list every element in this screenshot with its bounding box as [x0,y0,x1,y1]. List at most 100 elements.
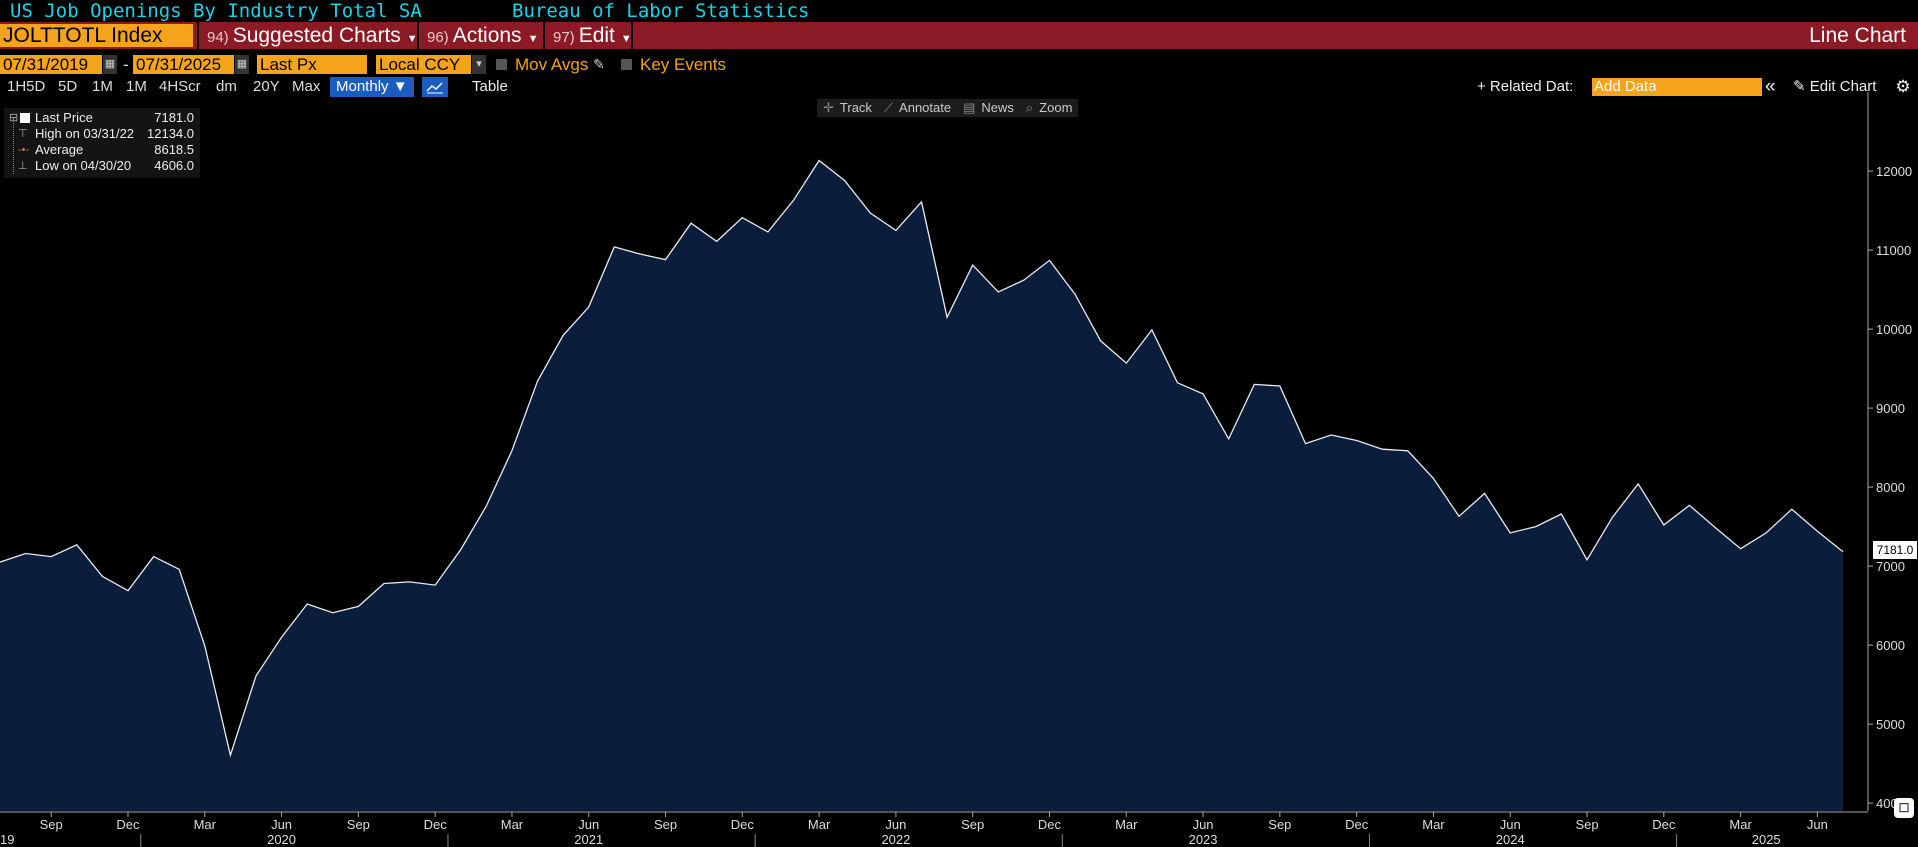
data-point [255,674,258,677]
data-point [1816,530,1819,533]
data-point [1637,482,1640,485]
data-point [638,253,641,256]
x-tick-label: Dec [424,817,448,832]
legend-name: Low on 04/30/20 [35,158,132,173]
related-data-button[interactable]: + Related Dat: [1477,78,1574,95]
add-data-input[interactable]: Add Data [1592,78,1762,96]
data-point [1509,531,1512,534]
menu-label: Suggested Charts [232,24,401,47]
legend-tree-line [13,118,15,174]
y-tick-label: 9000 [1876,401,1905,416]
y-tick-label: 8000 [1876,480,1905,495]
data-point [434,584,437,587]
x-tick-label: Mar [808,817,831,832]
edit-chart-button[interactable]: ✎ Edit Chart [1793,78,1877,95]
mov-avgs-label[interactable]: Mov Avgs [515,55,589,74]
legend-row[interactable]: ⊟ Last Price 7181.0 [4,110,200,126]
y-tick-label: 11000 [1876,243,1911,258]
legend-name: Average [35,142,84,157]
actions-menu[interactable]: 96) Actions ▼ [417,22,541,49]
security-title: US Job Openings By Industry Total SA [10,0,422,22]
period-button[interactable]: 20Y [253,78,280,95]
annotate-tool[interactable]: ⟋ Annotate [878,99,957,117]
x-tick-label: Sep [654,817,677,832]
data-point [1790,508,1793,511]
chat-icon[interactable]: ☐ [1894,798,1914,818]
dropdown-arrow-icon[interactable]: ▾ [472,55,486,74]
calendar-icon[interactable]: ▦ [103,55,117,74]
period-button[interactable]: 1M [92,78,113,95]
data-point [24,552,27,555]
suggested-charts-menu[interactable]: 94) Suggested Charts ▼ [197,22,418,49]
series-area [0,160,1843,811]
data-point [562,334,565,337]
data-point [1150,328,1153,331]
menu-number: 97) [553,29,575,46]
key-events-label[interactable]: Key Events [640,55,726,74]
year-label: 2020 [267,832,296,847]
menu-bar: JOLTTOTL Index 94) Suggested Charts ▼ 96) A… [0,22,1918,49]
chart-type-label[interactable]: Line Chart [1809,24,1906,47]
period-button[interactable]: 1M [126,78,147,95]
x-tick-label: Sep [1575,817,1598,832]
data-point [741,216,744,219]
legend-row[interactable]: ⊤ High on 03/31/22 12134.0 [4,126,200,142]
legend-row[interactable]: -•- Average 8618.5 [4,142,200,158]
data-point [50,555,53,558]
annotate-icon: ⟋ [883,100,894,115]
zoom-tool[interactable]: ⌕ Zoom [1020,99,1079,117]
data-point [203,644,206,647]
ticker-field[interactable]: JOLTTOTL Index [0,24,193,47]
collapse-icon[interactable]: « [1765,76,1776,97]
period-button[interactable]: Max [292,78,321,95]
data-point [1765,531,1768,534]
data-point [997,291,1000,294]
data-point [1202,392,1205,395]
data-point [894,229,897,232]
data-point [1278,385,1281,388]
field-selector[interactable]: Last Px [257,55,367,74]
x-tick-label: Sep [347,817,370,832]
data-point [357,605,360,608]
tool-label: Track [839,100,872,115]
caret-down-icon: ▼ [620,33,632,45]
mov-avgs-checkbox[interactable] [496,59,507,70]
x-tick-label: Jun [578,817,599,832]
x-tick-label: Jun [1500,817,1521,832]
x-tick-label: Dec [1345,817,1369,832]
news-tool[interactable]: ▤ News [957,99,1020,117]
data-point [1022,279,1025,282]
gear-icon[interactable]: ⚙ [1895,77,1911,96]
title-bar: US Job Openings By Industry Total SA Bur… [0,0,1918,22]
series-line [0,159,1844,758]
chart-style-icon[interactable] [422,77,448,97]
legend-row[interactable]: ⊥ Low on 04/30/20 4606.0 [4,158,200,174]
y-tick-label: 7000 [1876,559,1905,574]
edit-menu[interactable]: 97) Edit ▼ [543,22,633,49]
crosshair-icon: ✛ [823,100,834,115]
x-tick-label: Jun [271,817,292,832]
data-point [280,636,283,639]
caret-down-icon: ▼ [527,33,539,45]
period-button[interactable]: 1H5D [7,78,46,95]
start-date-field[interactable]: 07/31/2019 [0,55,102,74]
period-button[interactable]: dm [216,78,237,95]
key-events-checkbox[interactable] [621,59,632,70]
data-point [1074,293,1077,296]
frequency-selector[interactable]: Monthly ▼ [330,77,414,97]
news-icon: ▤ [963,100,976,115]
x-tick-label: Sep [961,817,984,832]
currency-selector[interactable]: Local CCY [376,55,471,74]
end-date-field[interactable]: 07/31/2025 [133,55,234,74]
legend-value: 7181.0 [154,110,194,125]
period-button[interactable]: 5D [58,78,78,95]
period-button[interactable]: 4HScr [159,78,201,95]
track-tool[interactable]: ✛ Track [817,99,878,117]
table-button[interactable]: Table [472,78,508,95]
data-point [690,222,693,225]
pencil-icon[interactable]: ✎ [593,56,605,72]
calendar-icon[interactable]: ▦ [235,55,249,74]
date-separator: - [123,55,129,74]
legend-name: Last Price [35,110,93,125]
